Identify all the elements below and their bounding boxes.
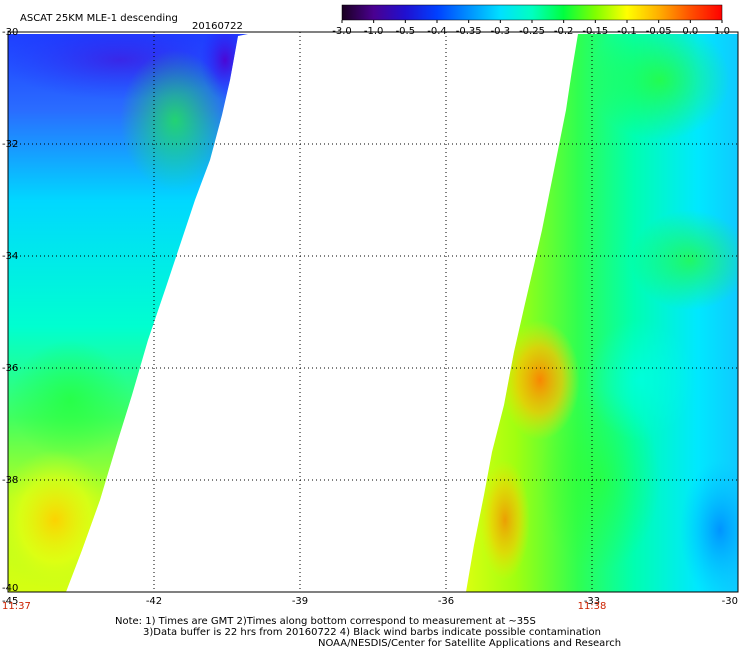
colorbar-tick-label: 1.0 xyxy=(714,26,730,37)
colorbar-tick-label: -0.3 xyxy=(491,26,511,37)
plot-frame xyxy=(7,31,739,593)
lon-tick-label: -42 xyxy=(146,596,162,607)
lon-tick-label: -33 xyxy=(584,596,600,607)
pass-time-label: 11:38 xyxy=(578,601,607,612)
colorbar-tick-label: -0.35 xyxy=(456,26,482,37)
east-swath xyxy=(466,34,738,592)
colorbar-strip xyxy=(341,4,723,21)
colorbar-tick-label: -0.15 xyxy=(582,26,608,37)
lon-tick-label: -30 xyxy=(722,596,738,607)
lon-tick-label: -39 xyxy=(292,596,308,607)
colorbar-tick-label: 0.0 xyxy=(682,26,698,37)
axis-labels: -45 -42 -39 -36 -33 -30 -30 -32 -34 -36 -38 -40 11:3… xyxy=(2,27,738,612)
colorbar-tick-label: -1.0 xyxy=(364,26,384,37)
colorbar: -3.0 -1.0 -0.5 -0.4 -0.35 -0.3 -0.25 -0.2 -0.15-… xyxy=(332,4,730,37)
colorbar-tick-label: -0.1 xyxy=(617,26,637,37)
west-swath xyxy=(8,34,248,592)
note-line-2: 3)Data buffer is 22 hrs from 20160722 4)… xyxy=(143,627,601,638)
pass-time-label: 11:37 xyxy=(2,601,31,612)
lat-tick-label: -34 xyxy=(2,251,18,262)
lon-tick-label: -45 xyxy=(2,596,18,607)
lat-tick-label: -36 xyxy=(2,363,18,374)
product-date: 20160722 xyxy=(192,21,243,32)
lon-tick-label: -36 xyxy=(438,596,454,607)
lat-tick-label: -30 xyxy=(2,27,18,38)
lat-tick-label: -38 xyxy=(2,475,18,486)
colorbar-tick-label: -3.0 xyxy=(332,26,352,37)
colorbar-tick-label: -0.4 xyxy=(427,26,447,37)
colorbar-tick-label: -0.5 xyxy=(396,26,416,37)
colorbar-tick-label: -0.05 xyxy=(646,26,672,37)
lat-tick-label: -40 xyxy=(2,583,18,594)
colorbar-tick-label: -0.2 xyxy=(554,26,574,37)
product-title: ASCAT 25KM MLE-1 descending xyxy=(20,13,178,24)
note-line-3: NOAA/NESDIS/Center for Satellite Applica… xyxy=(318,638,622,649)
note-line-1: Note: 1) Times are GMT 2)Times along bot… xyxy=(115,616,536,627)
graticule xyxy=(8,32,738,592)
lat-tick-label: -32 xyxy=(2,139,18,150)
colorbar-tick-label: -0.25 xyxy=(519,26,545,37)
colorbar-ticks: -3.0 -1.0 -0.5 -0.4 -0.35 -0.3 -0.25 -0.2 -0.15-… xyxy=(332,20,730,37)
